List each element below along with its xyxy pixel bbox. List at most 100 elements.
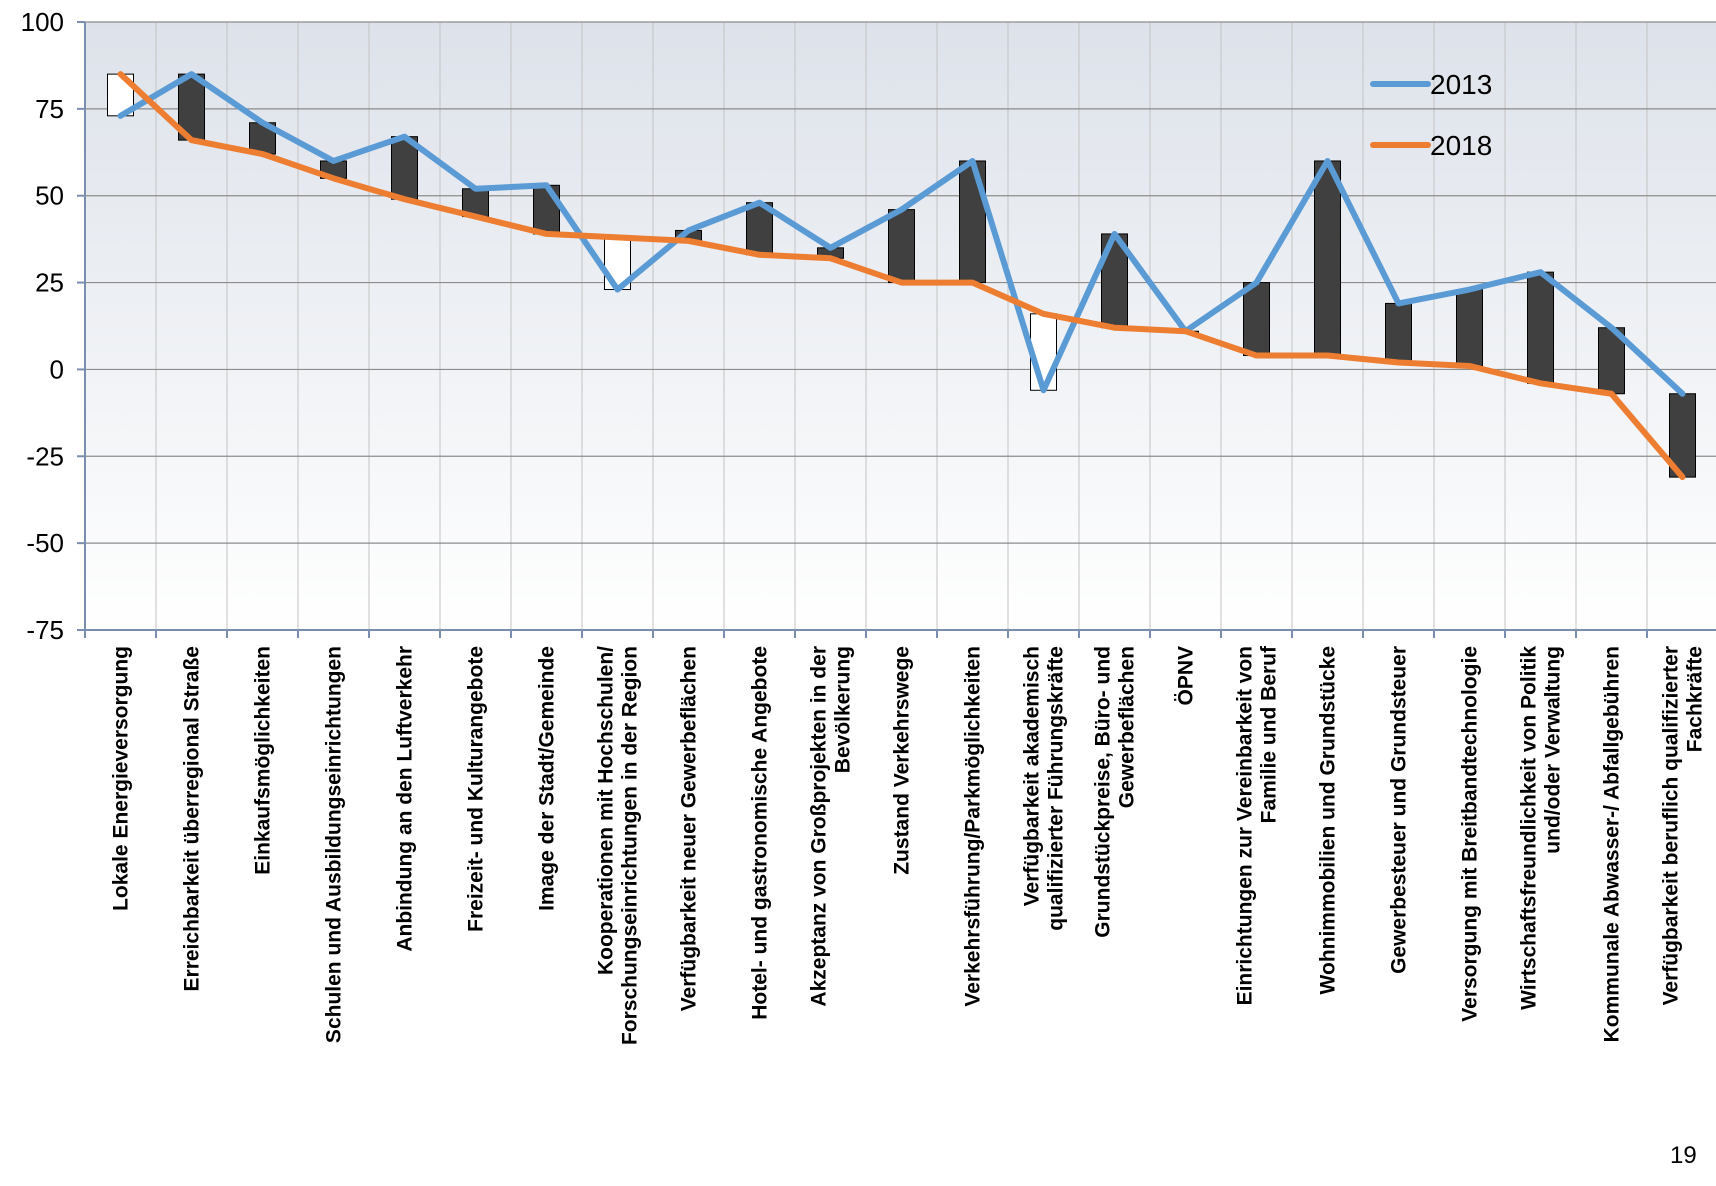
x-tick-label-line: Verfügbarkeit beruflich qualifizierter [1660,646,1683,1005]
data-point-2018 [757,252,762,258]
y-tick-label: -75 [26,615,64,645]
data-point-2018 [331,175,336,181]
x-tick-label: Akzeptanz von Großprojekten in derBevölk… [808,646,855,1007]
data-point-2013 [189,71,194,77]
data-point-2018 [1325,353,1330,359]
data-point-2013 [1680,391,1685,397]
data-point-2018 [1467,363,1472,369]
y-tick-label: -50 [26,528,64,558]
legend-label-2013: 2013 [1430,69,1492,100]
hi-lo-bar [1527,271,1554,384]
x-tick-label: Versorgung mit Breitbandtechnologie [1459,646,1482,1022]
data-point-2013 [1538,269,1543,275]
data-point-2013 [118,113,123,119]
hi-lo-bar [1385,302,1412,363]
y-tick-label: 75 [35,94,64,124]
hi-lo-bar [1456,289,1483,367]
x-tick-label-line: Einrichtungen zur Vereinbarkeit von [1234,646,1257,1005]
y-tick-label: 100 [21,7,64,37]
hi-lo-bar [959,160,986,284]
x-tick-label: Grundstückpreise, Büro- undGewerbefläche… [1092,646,1139,938]
data-point-2018 [615,234,620,240]
x-tick-label-line: Freizeit- und Kulturangebote [465,646,488,932]
data-point-2018 [1254,353,1259,359]
x-tick-label-line: Versorgung mit Breitbandtechnologie [1459,646,1482,1022]
x-tick-label-line: Hotel- und gastronomische Angebote [749,646,772,1020]
x-tick-label: Kooperationen mit Hochschulen/Forschungs… [595,646,642,1045]
hi-lo-bar [391,136,418,200]
x-tick-label: Anbindung an den Luftverkehr [394,646,417,952]
x-tick-label-line: Gewerbeflächen [1116,646,1139,808]
data-point-2018 [189,137,194,143]
data-point-2013 [899,207,904,213]
data-point-2013 [1112,231,1117,237]
data-point-2018 [970,280,975,286]
x-tick-label-line: Verfügbarkeit akademisch [1021,646,1044,906]
x-tick-label-line: Akzeptanz von Großprojekten in der [808,646,831,1007]
plot-area [85,22,1716,630]
series-lines [117,71,1686,481]
data-point-2013 [1325,158,1330,164]
x-tick-label: Image der Stadt/Gemeinde [536,646,559,911]
x-tick-label-line: und/oder Verwaltung [1542,646,1565,854]
x-tick-label-line: Gewerbesteuer und Grundsteuer [1388,646,1411,974]
y-tick-label: 25 [35,268,64,298]
y-tick-label: 0 [50,354,64,384]
data-point-2013 [1467,287,1472,293]
data-point-2013 [828,245,833,251]
x-tick-label: Lokale Energieversorgung [110,646,133,911]
data-point-2018 [899,280,904,286]
data-point-2013 [615,287,620,293]
x-tick-label: Verkehrsführung/Parkmöglichkeiten [962,646,985,1007]
grid [85,21,1716,631]
hi-lo-bar [888,209,915,284]
data-point-2018 [118,71,123,77]
x-tick-label-line: Verfügbarkeit neuer Gewerbeflächen [678,646,701,1011]
hi-lo-bar [1243,282,1270,357]
data-point-2013 [1041,387,1046,393]
data-point-2018 [1112,325,1117,331]
x-tick-label: Erreichbarkeit überregional Straße [181,646,204,991]
data-point-2018 [1396,359,1401,365]
x-tick-label: ÖPNV [1175,646,1198,706]
y-tick-label: -25 [26,441,64,471]
hi-lo-bar [1314,160,1341,357]
data-point-2013 [473,186,478,192]
x-tick-label: Wohnimmobilien und Grundstücke [1317,646,1340,994]
x-tick-label: Wirtschaftsfreundlichkeit von Politikund… [1518,646,1565,1010]
x-tick-label: Verfügbarkeit akademischqualifizierter F… [1021,646,1068,931]
x-tick-label-line: Lokale Energieversorgung [110,646,133,911]
y-tick-label: 50 [35,181,64,211]
legend-label-2018: 2018 [1430,130,1492,161]
x-tick-label-line: Schulen und Ausbildungseinrichtungen [323,646,346,1043]
x-tick-label-line: Kommunale Abwasser-/ Abfallgebühren [1601,646,1624,1042]
x-tick-label: Gewerbesteuer und Grundsteuer [1388,646,1411,974]
data-point-2018 [402,196,407,202]
x-tick-label-line: Fachkräfte [1684,646,1707,752]
hi-lo-bar [533,184,560,235]
x-tick-label-line: qualifizierter Führungskräfte [1045,646,1068,931]
data-point-2013 [1254,280,1259,286]
data-point-2018 [1183,328,1188,334]
x-tick-label-line: Zustand Verkehrswege [891,646,914,875]
data-point-2018 [1609,391,1614,397]
data-point-2018 [473,214,478,220]
x-tick-label: Einrichtungen zur Vereinbarkeit vonFamil… [1234,645,1281,1005]
x-tick-label: Verfügbarkeit neuer Gewerbeflächen [678,646,701,1011]
x-tick-label-line: Verkehrsführung/Parkmöglichkeiten [962,646,985,1007]
data-point-2018 [828,255,833,261]
x-tick-label-line: ÖPNV [1175,646,1198,706]
x-tick-label-line: Bevölkerung [832,646,855,773]
data-point-2013 [1609,325,1614,331]
x-tick-label-line: Wohnimmobilien und Grundstücke [1317,646,1340,994]
x-tick-label: Einkaufsmöglichkeiten [252,646,275,875]
data-point-2013 [1396,300,1401,306]
data-point-2013 [970,158,975,164]
data-point-2013 [544,182,549,188]
page-number: 19 [1670,1142,1697,1169]
x-tick-label: Verfügbarkeit beruflich qualifizierterFa… [1660,646,1707,1005]
data-point-2018 [544,231,549,237]
axes: 100 75 50 25 0 -25 -50 -75 Lokale Energieversorg… [21,7,1716,1045]
data-point-2018 [1680,474,1685,480]
